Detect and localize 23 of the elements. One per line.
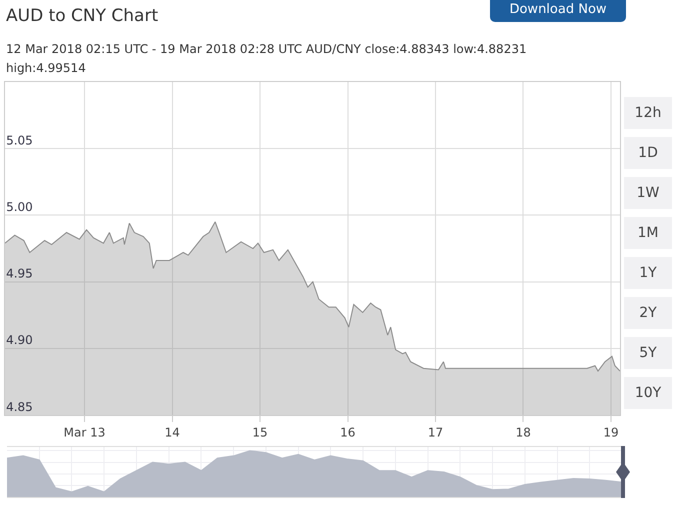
x-tick-label: 18 [516, 425, 531, 440]
x-tick-label: 16 [340, 425, 356, 440]
x-tick-label: 19 [603, 425, 619, 440]
y-tick-label: 5.00 [6, 200, 33, 214]
chart-title: AUD to CNY Chart [6, 6, 158, 26]
text: 12h [624, 97, 672, 129]
y-tick-label: 4.90 [6, 333, 33, 348]
y-tick-label: 5.05 [6, 133, 33, 148]
text: 1D [624, 137, 672, 169]
x-tick-label: 17 [428, 425, 444, 440]
text: 5Y [624, 337, 672, 369]
text: 1W [624, 177, 672, 209]
x-tick-label: 14 [164, 425, 180, 440]
y-tick-label: 4.85 [6, 400, 33, 414]
x-tick-label: Mar 13 [64, 425, 106, 440]
text: 2Y [624, 297, 672, 329]
text: 10Y [624, 377, 672, 409]
chart-subtitle: 12 Mar 2018 02:15 UTC - 19 Mar 2018 02:28 UTC AUD/CNY close:4.88343 low:4.88231 high:4.99514 [6, 41, 528, 77]
y-tick-label: 4.95 [6, 266, 33, 281]
text: 1Y [624, 257, 672, 289]
text: Download Now [490, 0, 626, 22]
text: 1M [624, 217, 672, 249]
x-tick-label: 15 [252, 425, 268, 440]
